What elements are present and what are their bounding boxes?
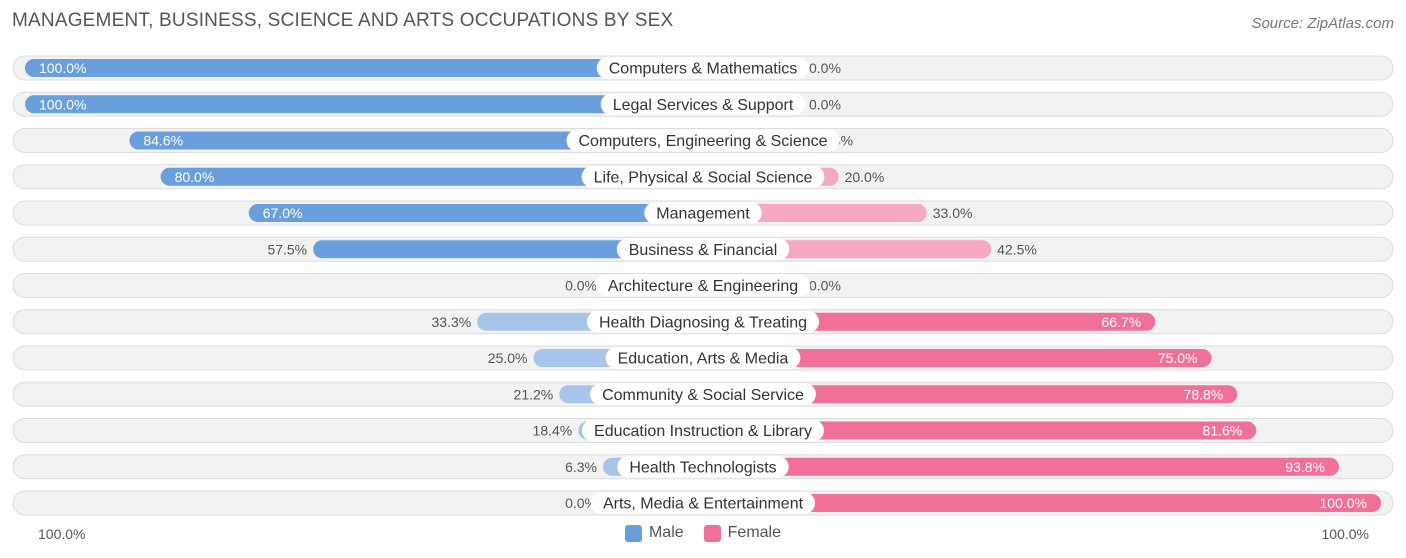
female-value-label: 0.0% xyxy=(809,96,841,112)
female-bar xyxy=(703,457,1339,476)
category-label: Computers, Engineering & Science xyxy=(578,133,827,150)
male-value-label: 0.0% xyxy=(565,278,597,294)
male-value-label: 21.2% xyxy=(514,386,554,402)
category-label: Health Technologists xyxy=(629,459,776,476)
category-pill xyxy=(596,57,810,79)
category-pill xyxy=(605,347,801,369)
female-value-label: 0.0% xyxy=(809,60,841,76)
source-note: Source: ZipAtlas.com xyxy=(1251,15,1394,32)
male-value-label: 100.0% xyxy=(39,96,86,112)
legend-male-label: Male xyxy=(648,524,684,541)
category-label: Arts, Media & Entertainment xyxy=(603,496,804,513)
male-value-label: 18.4% xyxy=(533,423,573,439)
category-pill xyxy=(600,93,806,116)
category-label: Legal Services & Support xyxy=(613,97,794,114)
female-bar xyxy=(703,349,1212,367)
male-bar xyxy=(313,240,703,259)
category-pill xyxy=(582,419,824,442)
male-value-label: 25.0% xyxy=(488,350,528,366)
category-label: Education, Arts & Media xyxy=(618,351,789,368)
category-label: Life, Physical & Social Science xyxy=(594,169,813,186)
category-pill xyxy=(586,310,820,333)
female-bar xyxy=(703,385,1238,404)
male-value-label: 100.0% xyxy=(39,60,86,76)
male-value-label: 57.5% xyxy=(267,241,307,257)
male-bar xyxy=(25,95,703,114)
category-label: Business & Financial xyxy=(629,242,778,259)
axis-left-label: 100.0% xyxy=(38,526,86,542)
female-value-label: 93.8% xyxy=(1285,459,1325,475)
female-value-label: 78.8% xyxy=(1184,386,1224,402)
female-bar xyxy=(703,421,1257,440)
female-bar xyxy=(703,494,1381,512)
legend-item-female[interactable]: Female xyxy=(703,524,782,542)
male-value-label: 6.3% xyxy=(565,459,597,475)
legend-female-label: Female xyxy=(727,524,782,541)
category-pill xyxy=(595,274,811,297)
male-bar xyxy=(160,167,704,186)
category-pill xyxy=(616,238,790,261)
female-swatch-icon xyxy=(703,524,721,542)
category-label: Computers & Mathematics xyxy=(609,61,798,78)
female-value-label: 33.0% xyxy=(933,205,973,221)
female-value-label: 66.7% xyxy=(1102,314,1142,330)
category-pill xyxy=(590,383,816,406)
female-value-label: 20.0% xyxy=(845,169,885,185)
female-value-label: 100.0% xyxy=(1320,495,1367,511)
category-label: Architecture & Engineering xyxy=(608,278,798,295)
category-label: Health Diagnosing & Treating xyxy=(599,314,807,331)
male-value-label: 80.0% xyxy=(175,169,215,185)
female-value-label: 81.6% xyxy=(1203,423,1243,439)
chart-canvas: 100.0% 0.0% Computers & Mathematics 100.0% 0… xyxy=(12,55,1394,516)
female-value-label: 75.0% xyxy=(1158,350,1198,366)
male-bar xyxy=(25,59,703,77)
category-label: Education Instruction & Library xyxy=(594,423,812,440)
female-value-label: 42.5% xyxy=(997,241,1037,257)
male-bar xyxy=(129,131,704,150)
axis-right-label: 100.0% xyxy=(1321,526,1369,542)
chart-title: MANAGEMENT, BUSINESS, SCIENCE AND ARTS O… xyxy=(12,10,674,31)
male-swatch-icon xyxy=(624,524,642,542)
male-value-label: 67.0% xyxy=(263,205,303,221)
male-bar xyxy=(248,204,704,222)
category-label: Management xyxy=(656,206,750,223)
category-pill xyxy=(581,165,825,188)
male-value-label: 33.3% xyxy=(432,314,472,330)
legend-item-male[interactable]: Male xyxy=(624,524,684,542)
male-value-label: 0.0% xyxy=(565,495,597,511)
category-pill xyxy=(590,492,816,514)
male-value-label: 84.6% xyxy=(143,133,183,149)
category-label: Community & Social Service xyxy=(602,387,804,404)
female-value-label: 0.0% xyxy=(809,278,841,294)
category-pill xyxy=(644,202,762,224)
legend: Male Female xyxy=(0,524,1406,542)
category-pill xyxy=(617,455,789,478)
category-pill xyxy=(566,129,840,152)
